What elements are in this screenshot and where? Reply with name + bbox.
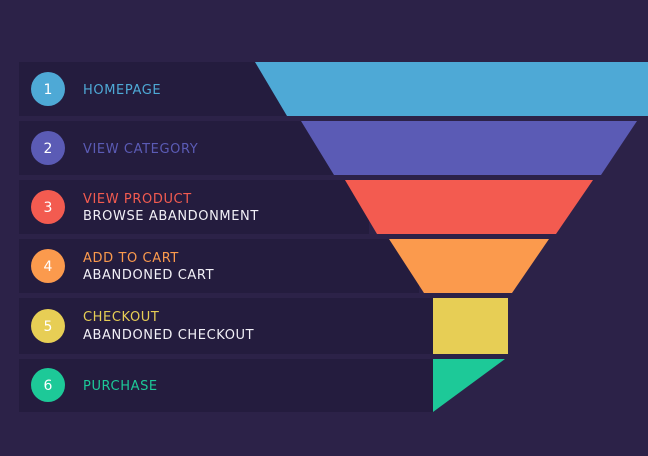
step-6-row bbox=[19, 359, 433, 412]
funnel-step-4: 4 ADD TO CART ABANDONED CART bbox=[19, 239, 549, 293]
funnel-segment-3 bbox=[345, 180, 593, 234]
funnel-segment-4 bbox=[389, 239, 549, 293]
step-1-badge bbox=[31, 72, 65, 106]
funnel-segment-5 bbox=[433, 298, 508, 354]
step-4-sublabel: ABANDONED CART bbox=[83, 268, 214, 283]
step-2-row bbox=[19, 121, 359, 175]
step-4-badge bbox=[31, 249, 65, 283]
step-6-label: PURCHASE bbox=[83, 379, 158, 394]
step-5-badge bbox=[31, 309, 65, 343]
step-5-sublabel: ABANDONED CHECKOUT bbox=[83, 328, 254, 343]
step-3-label: VIEW PRODUCT bbox=[83, 192, 192, 207]
step-3-row bbox=[19, 180, 369, 234]
step-1-number: 1 bbox=[44, 82, 53, 98]
step-5-row bbox=[19, 298, 433, 354]
step-2-badge bbox=[31, 131, 65, 165]
funnel-step-2: 2 VIEW CATEGORY bbox=[19, 121, 637, 175]
funnel-step-1: 1 HOMEPAGE bbox=[19, 62, 648, 116]
step-5-label: CHECKOUT bbox=[83, 310, 159, 325]
step-4-label: ADD TO CART bbox=[83, 251, 179, 266]
step-4-number: 4 bbox=[44, 259, 53, 275]
step-4-row bbox=[19, 239, 419, 293]
funnel-segment-2 bbox=[301, 121, 637, 175]
funnel-step-5: 5 CHECKOUT ABANDONED CHECKOUT bbox=[19, 298, 508, 354]
step-3-badge bbox=[31, 190, 65, 224]
step-2-label: VIEW CATEGORY bbox=[83, 142, 198, 157]
step-1-label: HOMEPAGE bbox=[83, 83, 161, 98]
step-3-number: 3 bbox=[44, 200, 53, 216]
step-6-number: 6 bbox=[44, 378, 53, 394]
step-5-number: 5 bbox=[44, 319, 53, 335]
funnel-segment-6 bbox=[433, 359, 505, 412]
step-6-badge bbox=[31, 368, 65, 402]
step-3-sublabel: BROWSE ABANDONMENT bbox=[83, 209, 259, 224]
funnel-segment-1 bbox=[255, 62, 648, 116]
funnel-step-6: 6 PURCHASE bbox=[19, 359, 505, 412]
funnel-step-3: 3 VIEW PRODUCT BROWSE ABANDONMENT bbox=[19, 180, 593, 234]
step-2-number: 2 bbox=[44, 141, 53, 157]
